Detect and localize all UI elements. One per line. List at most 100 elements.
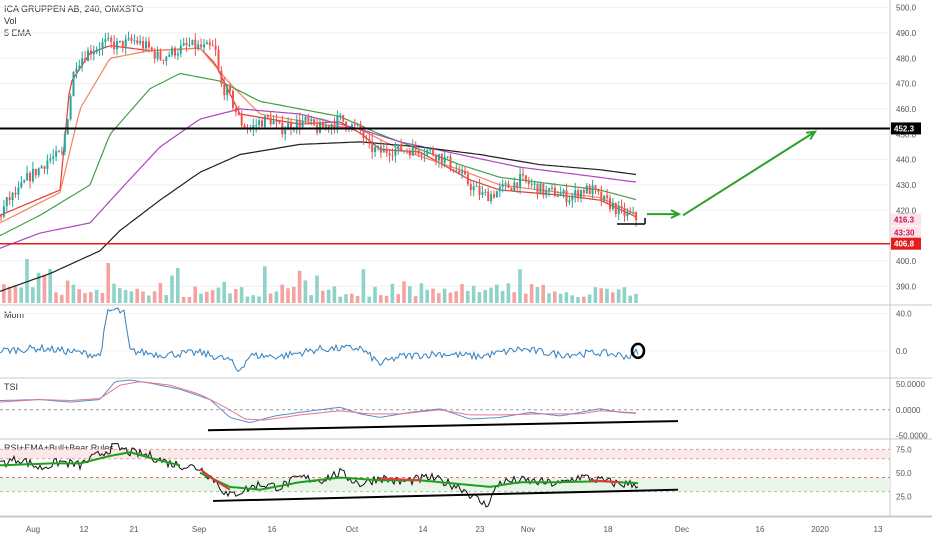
candle-body <box>472 186 475 191</box>
volume-bar <box>425 289 429 303</box>
candle-body <box>600 191 603 202</box>
candle-body <box>104 39 107 43</box>
candle-body <box>620 206 623 208</box>
candle-body <box>127 37 130 40</box>
green-arrow-up <box>682 130 816 217</box>
rsi-bear-segment <box>199 468 231 491</box>
tsi-line <box>0 379 637 423</box>
candle-body <box>147 41 150 48</box>
candle-body <box>478 186 481 195</box>
candle-body <box>110 37 113 42</box>
candle-body <box>481 192 484 195</box>
volume-bar <box>216 287 221 303</box>
candle-body <box>263 116 266 127</box>
candle-body <box>507 183 510 189</box>
volume-bar <box>547 293 551 303</box>
volume-bar <box>239 287 244 303</box>
price-label-last: 416.3 <box>894 216 915 225</box>
candle-body <box>350 124 353 130</box>
tsi-trendline <box>207 420 679 432</box>
volume-bar <box>622 287 627 303</box>
price-tick-label: 440.0 <box>896 156 917 165</box>
candle-body <box>408 151 411 156</box>
price-tick-label: 420.0 <box>896 206 917 215</box>
candle-body <box>353 124 356 126</box>
candle-body <box>234 107 237 113</box>
volume-bar <box>257 296 261 303</box>
candle-body <box>513 182 516 191</box>
time-tick-label: Sep <box>192 525 207 534</box>
candle-body <box>533 183 536 185</box>
candle-body <box>585 185 588 194</box>
candle-body <box>411 145 414 156</box>
candle-body <box>391 155 394 157</box>
candle-body <box>449 156 452 170</box>
candle-body <box>455 170 458 172</box>
candle-body <box>5 197 8 207</box>
volume-bar <box>628 295 632 303</box>
candle-body <box>95 49 98 52</box>
rsi-tick-label: 25.0 <box>896 492 912 501</box>
rsi-title: RSI+EMA+Bull+Bear Rules <box>4 443 114 453</box>
volume-bar <box>199 293 203 303</box>
candle-body <box>469 184 472 191</box>
volume-bar <box>361 269 366 303</box>
candle-body <box>185 43 188 46</box>
time-tick-label: 23 <box>476 525 485 534</box>
vol-label: Vol <box>4 16 17 26</box>
candle-body <box>43 166 46 169</box>
time-tick-label: Aug <box>26 525 40 534</box>
candle-body <box>203 44 205 48</box>
volume-bar <box>222 281 226 303</box>
candle-body <box>84 58 87 61</box>
candle-body <box>542 183 545 196</box>
candle-body <box>217 49 220 71</box>
volume-bar <box>170 275 174 303</box>
candle-body <box>437 154 440 161</box>
candle-body <box>139 40 142 44</box>
candle-body <box>379 146 382 153</box>
candle-body <box>394 148 397 156</box>
volume-bar <box>471 285 476 303</box>
candle-body <box>237 112 240 116</box>
candle-body <box>310 119 313 122</box>
candle-body <box>278 121 281 123</box>
volume-bar <box>297 270 302 303</box>
volume-bar <box>576 296 580 303</box>
candle-body <box>240 115 243 126</box>
candle-body <box>34 168 37 176</box>
candle-body <box>345 121 348 129</box>
candle-body <box>66 119 69 135</box>
volume-bar <box>605 288 609 303</box>
volume-bar <box>176 267 180 303</box>
candle-body <box>626 211 629 217</box>
candle-body <box>266 116 269 118</box>
volume-bar <box>367 296 371 303</box>
volume-bar <box>77 289 81 303</box>
candle-body <box>365 138 368 140</box>
candle-body <box>17 187 20 195</box>
candle-body <box>188 44 191 46</box>
price-tick-label: 500.0 <box>896 4 917 13</box>
candle-body <box>272 121 275 125</box>
volume-bar <box>535 287 540 303</box>
tsi-tick-label: -50.0000 <box>896 431 928 440</box>
candle-body <box>2 206 5 217</box>
candle-body <box>536 183 539 195</box>
candle-body <box>165 56 168 61</box>
candle-body <box>327 125 330 129</box>
candle-body <box>484 191 487 193</box>
rsi-overbought-band <box>0 449 890 459</box>
candle-body <box>124 39 127 49</box>
volume-bar <box>135 288 139 303</box>
candle-body <box>342 114 345 122</box>
volume-bar <box>54 292 58 303</box>
volume-bar <box>31 287 35 303</box>
volume-bar <box>106 263 110 303</box>
volume-bar <box>390 283 395 303</box>
volume-bar <box>477 292 482 303</box>
candle-body <box>426 150 429 155</box>
volume-bar <box>42 274 47 303</box>
